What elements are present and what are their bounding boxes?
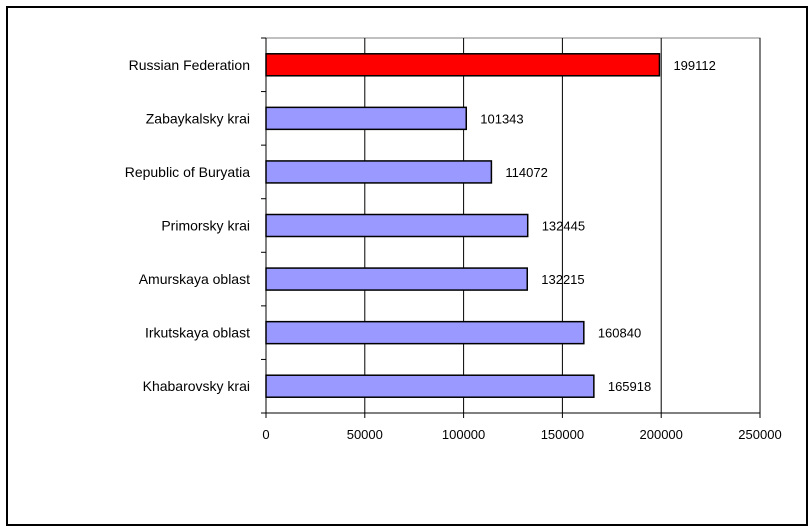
x-tick-label: 250000 — [738, 427, 781, 442]
bar — [265, 106, 468, 131]
data-label: 199112 — [673, 58, 715, 73]
category-label: Khabarovsky krai — [143, 378, 250, 394]
data-label: 101343 — [480, 111, 523, 126]
category-label: Russian Federation — [129, 57, 250, 73]
category-label: Republic of Buryatia — [125, 164, 251, 180]
x-tick-label: 150000 — [541, 427, 584, 442]
chart-frame — [6, 6, 808, 526]
x-tick-label: 100000 — [442, 427, 485, 442]
bar-chart: 0 50000 100000 150000 200000 250000 Russian F… — [125, 37, 782, 442]
x-tick-label: 200000 — [640, 427, 683, 442]
data-label: 114072 — [505, 165, 547, 180]
category-label: Primorsky krai — [161, 218, 250, 234]
bar — [265, 53, 661, 77]
data-label: 165918 — [608, 379, 651, 394]
category-label: Zabaykalsky krai — [146, 110, 250, 126]
category-label: Amurskaya oblast — [139, 271, 250, 287]
data-label: 160840 — [598, 326, 641, 341]
x-tick-label: 0 — [262, 427, 269, 442]
bar-layer — [265, 53, 661, 398]
bar — [265, 267, 529, 291]
data-label: 132445 — [542, 219, 585, 234]
label-layer: Russian Federation 199112 Zabaykalsky krai… — [125, 57, 716, 394]
bar — [265, 320, 585, 345]
bar — [265, 160, 493, 184]
bar — [265, 213, 529, 238]
axis-layer: 0 50000 100000 150000 200000 250000 — [261, 37, 782, 442]
bar — [265, 374, 595, 398]
category-label: Irkutskaya oblast — [145, 325, 250, 341]
data-label: 132215 — [541, 272, 584, 287]
x-tick-label: 50000 — [347, 427, 383, 442]
